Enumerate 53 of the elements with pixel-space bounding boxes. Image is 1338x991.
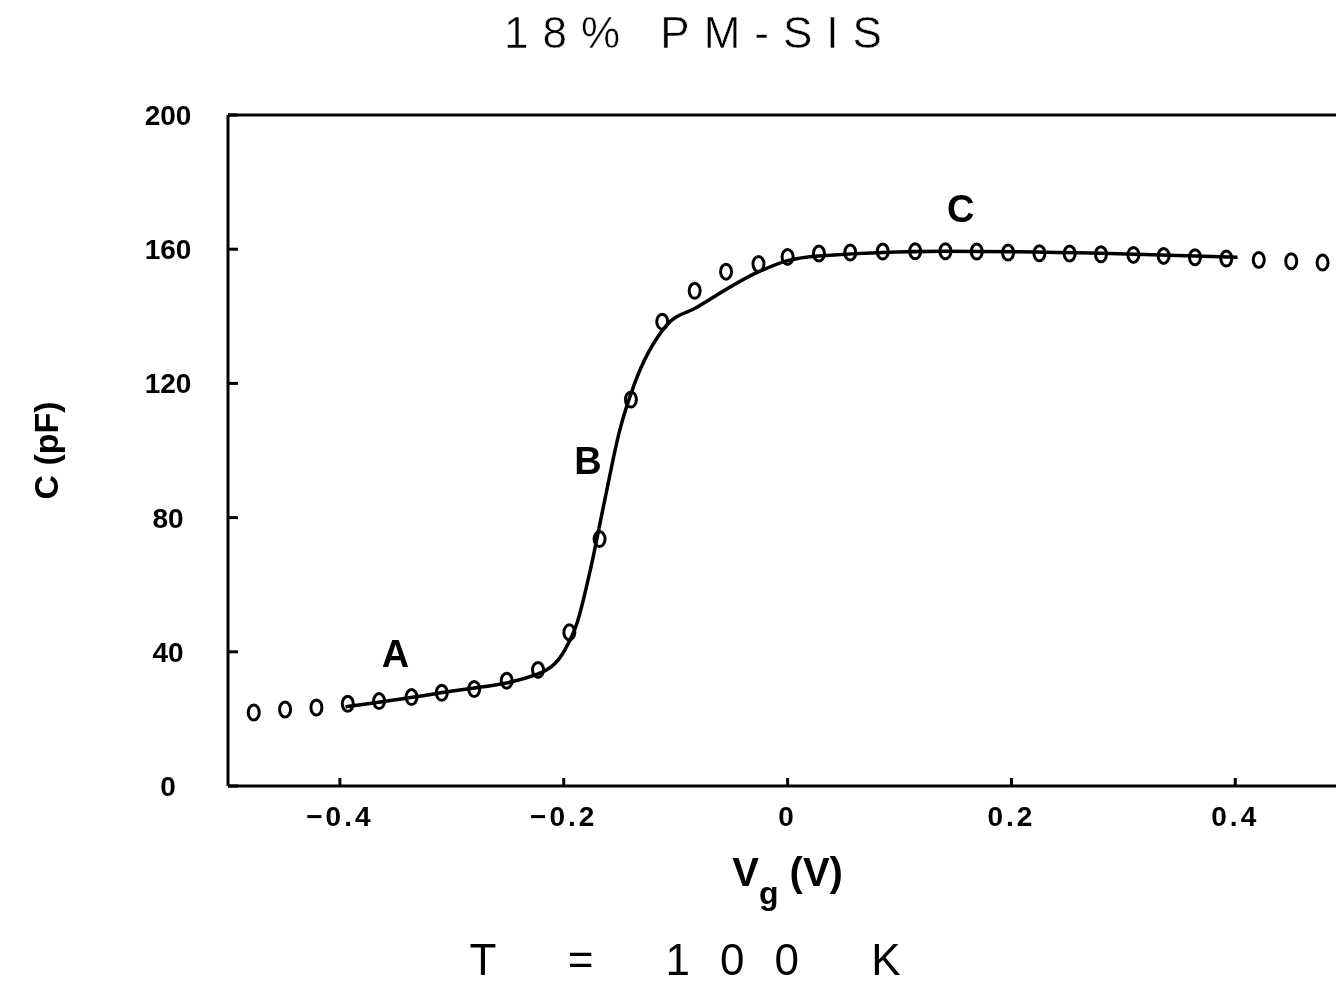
x-tick-label: 0.2 [987,801,1036,832]
text: T = 100 K [469,935,931,984]
annotation: B [574,439,602,482]
y-tick-label: 40 [152,636,184,668]
x-tick-label: 0 [778,801,797,832]
point [908,242,923,261]
point [1032,244,1047,263]
y-tick-label: 160 [144,234,192,266]
point [340,694,355,713]
point [1126,245,1141,264]
point [404,688,419,707]
point [592,530,607,549]
x-tick-label: 0.4 [1211,801,1260,832]
point [467,680,482,699]
point [246,703,261,722]
chart-title: 18% PM-SIS [504,8,896,57]
x-axis-title: V$_{g}$ (V) [732,850,843,911]
point [1219,249,1234,268]
point [372,692,387,711]
point [938,242,953,261]
point [969,242,984,261]
point [531,660,546,679]
point [875,242,890,261]
point [1001,243,1016,262]
point [1062,244,1077,263]
point [278,700,293,719]
point [687,281,702,300]
point [1156,246,1171,265]
point [780,247,795,266]
point [499,671,514,690]
point [309,698,324,717]
point [1315,253,1330,272]
annotation: C [947,187,975,230]
point [751,254,766,273]
point [811,244,826,263]
x-tick-label: −0.2 [530,801,598,832]
point [562,623,577,642]
y-tick-label: 0 [160,771,176,802]
y-tick-label: 80 [152,502,184,534]
point [719,262,734,281]
point [655,312,670,331]
y-tick-label: 120 [144,368,192,400]
point [1093,245,1108,264]
y-axis-title: C (pF) [27,401,65,500]
point [623,390,638,409]
annotation: A [381,633,410,676]
point [1251,250,1266,269]
point [1187,248,1202,267]
point [434,683,449,702]
point [1284,252,1299,271]
y-tick-label: 200 [144,100,192,131]
x-tick-label: −0.4 [306,801,374,832]
point [843,243,858,262]
